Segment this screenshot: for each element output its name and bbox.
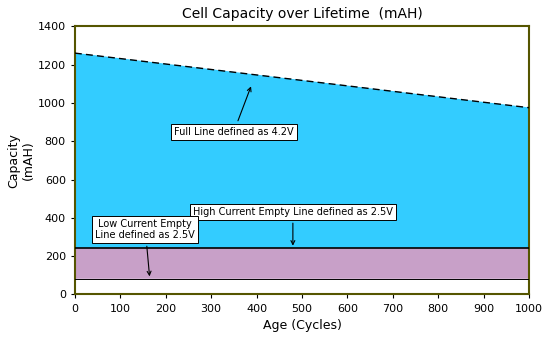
X-axis label: Age (Cycles): Age (Cycles) (262, 319, 342, 332)
Text: High Current Empty Line defined as 2.5V: High Current Empty Line defined as 2.5V (193, 207, 393, 244)
Title: Cell Capacity over Lifetime  (mAH): Cell Capacity over Lifetime (mAH) (182, 7, 422, 21)
Text: Full Line defined as 4.2V: Full Line defined as 4.2V (174, 87, 294, 137)
Text: Low Current Empty
Line defined as 2.5V: Low Current Empty Line defined as 2.5V (95, 219, 195, 275)
Y-axis label: Capacity
(mAH): Capacity (mAH) (7, 133, 35, 188)
